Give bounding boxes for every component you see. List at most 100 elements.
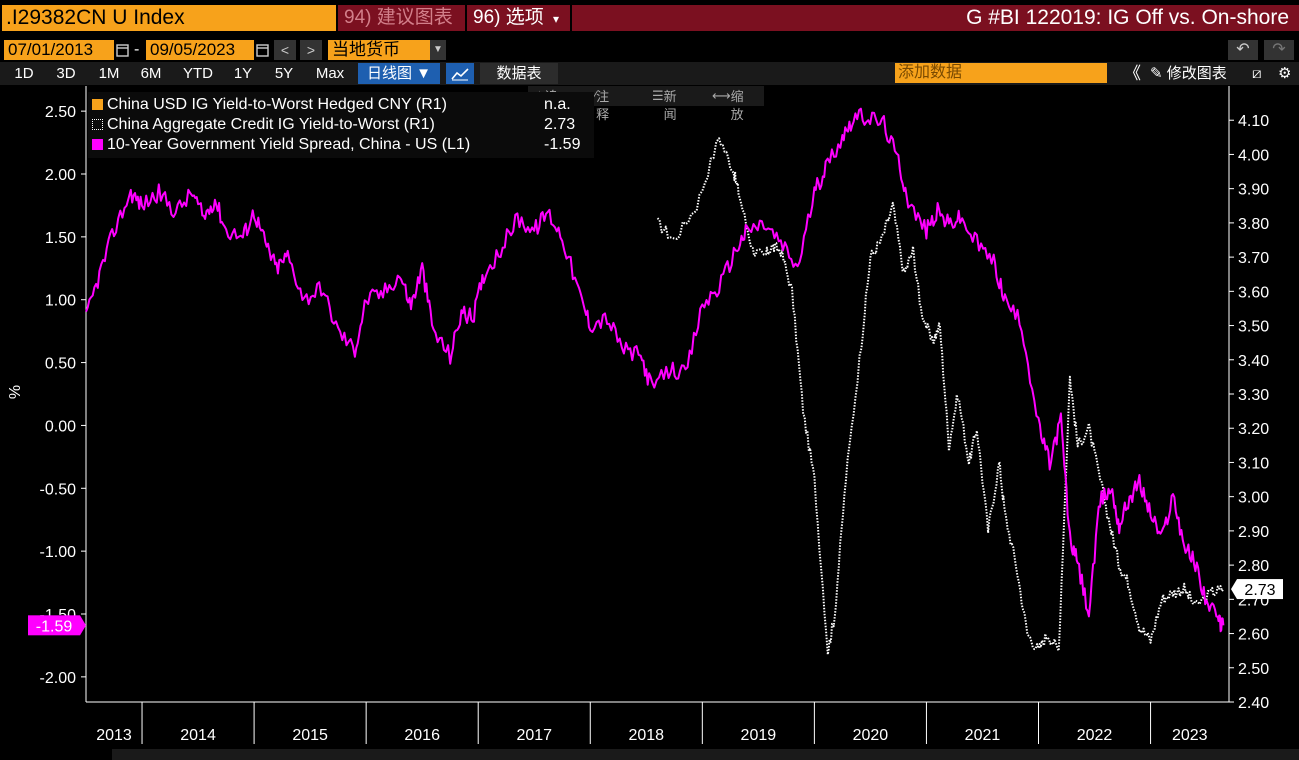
news-label: 新闻: [663, 89, 677, 122]
period-toolbar: 1D 3D 1M 6M YTD 1Y 5Y Max 日线图 ▼ 数据表 添加数据…: [0, 62, 1299, 85]
left-tick-label: -2.00: [40, 670, 77, 687]
series-line-aggregate-ig: [656, 137, 1225, 656]
right-tick-label: 3.80: [1238, 216, 1269, 233]
collapse-icon[interactable]: 《: [1124, 64, 1141, 83]
currency-select[interactable]: 当地货币: [328, 40, 430, 60]
next-period-button[interactable]: >: [300, 40, 322, 60]
calendar-icon[interactable]: [116, 42, 130, 58]
zoom-tool[interactable]: ⟷ 缩放: [712, 88, 744, 122]
last-value-tag-right-arrow: [1231, 579, 1237, 600]
right-tick-label: 3.90: [1238, 182, 1269, 199]
ticker-input[interactable]: .I29382CN U Index: [2, 5, 336, 31]
left-tick-label: -1.00: [40, 544, 77, 561]
x-tick-label: 2020: [853, 727, 889, 744]
data-table-tab[interactable]: 数据表: [480, 63, 558, 84]
status-strip: [112, 749, 1299, 760]
last-value-tag-left: [28, 615, 80, 636]
legend-swatch: [92, 119, 103, 130]
annotate-label: 注释: [596, 89, 610, 122]
undo-button[interactable]: ↶: [1228, 40, 1258, 60]
options-label: 96) 选项: [473, 7, 544, 28]
series-line-yield-spread: [85, 107, 1225, 633]
last-value-label-right: 2.73: [1244, 582, 1275, 599]
x-tick-label: 2019: [741, 727, 777, 744]
annotate-tool[interactable]: ⁄ 注释: [594, 88, 610, 122]
left-tick-label: 1.50: [45, 230, 76, 247]
chevron-down-icon: ▾: [553, 12, 560, 26]
right-tick-label: 3.30: [1238, 387, 1269, 404]
x-tick-label: 2022: [1077, 727, 1113, 744]
start-date-input[interactable]: 07/01/2013: [4, 40, 114, 60]
legend-swatch: [92, 139, 103, 150]
x-tick-label: 2013: [96, 727, 132, 744]
suggest-chart-button[interactable]: 94) 建议图表: [338, 5, 465, 31]
pencil-icon: ✎: [1150, 65, 1163, 82]
period-ytd[interactable]: YTD: [183, 65, 213, 82]
chart-type-select[interactable]: 日线图 ▼: [358, 63, 440, 84]
period-5y[interactable]: 5Y: [274, 65, 294, 82]
left-tick-label: 2.00: [45, 167, 76, 184]
right-tick-label: 4.10: [1238, 113, 1269, 130]
right-tick-label: 3.20: [1238, 421, 1269, 438]
period-1d[interactable]: 1D: [14, 65, 34, 82]
line-chart-icon[interactable]: [446, 63, 474, 84]
left-axis-title: %: [7, 385, 24, 399]
chevron-down-icon[interactable]: ▼: [430, 40, 446, 60]
date-bar: 07/01/2013 - 09/05/2023 < > 当地货币 ▼ ↶ ↷: [0, 38, 1299, 62]
right-tick-label: 2.70: [1238, 592, 1269, 609]
legend-item-yield-spread[interactable]: 10-Year Government Yield Spread, China -…: [92, 135, 580, 155]
period-1y[interactable]: 1Y: [233, 65, 253, 82]
right-tick-label: 2.90: [1238, 524, 1269, 541]
legend-item-usd-ig[interactable]: China USD IG Yield-to-Worst Hedged CNY (…: [92, 95, 571, 115]
right-tick-label: 2.40: [1238, 695, 1269, 712]
last-value-tag-left-arrow: [80, 615, 86, 636]
redo-button[interactable]: ↷: [1264, 40, 1294, 60]
period-max[interactable]: Max: [315, 65, 345, 82]
x-axis-band: [0, 703, 1299, 751]
legend-swatch: [92, 99, 103, 110]
right-tick-label: 3.70: [1238, 250, 1269, 267]
add-data-input[interactable]: 添加数据: [895, 63, 1107, 83]
left-tick-label: 0.50: [45, 356, 76, 373]
left-tick-label: 2.50: [45, 104, 76, 121]
calendar-icon[interactable]: [256, 42, 270, 58]
date-separator: -: [134, 41, 140, 58]
edit-chart-button[interactable]: ✎ 修改图表: [1150, 63, 1246, 84]
right-tick-label: 4.00: [1238, 147, 1269, 164]
x-tick-label: 2015: [292, 727, 328, 744]
x-tick-label: 2017: [516, 727, 552, 744]
options-menu-button[interactable]: 96) 选项 ▾: [467, 5, 570, 31]
right-tick-label: 3.00: [1238, 490, 1269, 507]
period-3d[interactable]: 3D: [56, 65, 76, 82]
x-tick-label: 2023: [1172, 727, 1208, 744]
prev-period-button[interactable]: <: [274, 40, 296, 60]
x-tick-label: 2021: [965, 727, 1001, 744]
last-value-tag-right: [1237, 579, 1283, 600]
left-tick-label: 1.00: [45, 293, 76, 310]
news-tool[interactable]: ☰ 新闻: [652, 88, 677, 122]
chart-title: G #BI 122019: IG Off vs. On-shore: [572, 5, 1299, 31]
zoom-label: 缩放: [730, 89, 744, 122]
x-tick-label: 2014: [180, 727, 216, 744]
period-1m[interactable]: 1M: [98, 65, 120, 82]
right-tick-label: 3.10: [1238, 455, 1269, 472]
right-tick-label: 2.60: [1238, 627, 1269, 644]
x-tick-label: 2018: [628, 727, 664, 744]
legend-value: n.a.: [544, 96, 571, 113]
legend-value: 2.73: [544, 116, 576, 133]
gear-icon[interactable]: ⚙: [1278, 65, 1292, 82]
end-date-input[interactable]: 09/05/2023: [146, 40, 254, 60]
right-tick-label: 2.50: [1238, 661, 1269, 678]
chart-settings-icon[interactable]: ⧄: [1252, 65, 1262, 82]
left-tick-label: -0.50: [40, 481, 77, 498]
x-tick-label: 2016: [404, 727, 440, 744]
legend-label: China USD IG Yield-to-Worst Hedged CNY (…: [107, 96, 447, 113]
legend-label: China Aggregate Credit IG Yield-to-Worst…: [107, 116, 435, 133]
legend-item-aggregate-ig[interactable]: China Aggregate Credit IG Yield-to-Worst…: [92, 115, 575, 135]
right-tick-label: 3.50: [1238, 319, 1269, 336]
period-6m[interactable]: 6M: [140, 65, 162, 82]
edit-chart-label: 修改图表: [1166, 65, 1227, 82]
right-tick-label: 3.40: [1238, 353, 1269, 370]
right-tick-label: 2.80: [1238, 558, 1269, 575]
header-bar: .I29382CN U Index 94) 建议图表 96) 选项 ▾ G #B…: [0, 0, 1299, 36]
